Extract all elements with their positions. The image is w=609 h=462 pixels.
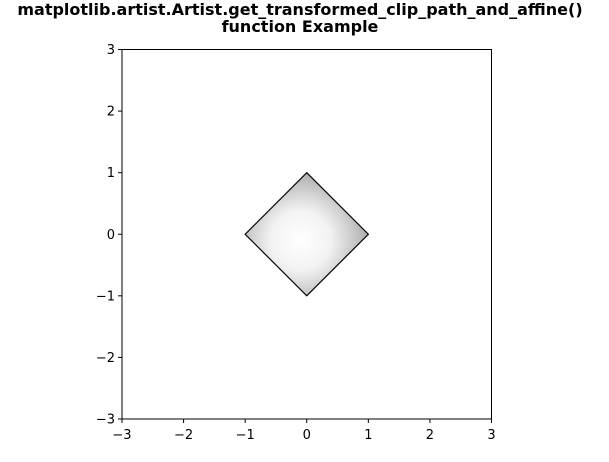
x-tick-label: 1 <box>364 428 372 443</box>
y-axis: −3 −2 −1 0 1 2 3 <box>96 43 122 428</box>
chart-title: matplotlib.artist.Artist.get_transformed… <box>17 0 582 19</box>
chart-subtitle: function Example <box>222 17 379 36</box>
diamond-clip-shape <box>244 171 370 297</box>
data-layer <box>244 171 370 297</box>
y-tick-label: 2 <box>107 105 115 120</box>
y-tick-label: 1 <box>107 166 115 181</box>
x-tick-label: −2 <box>174 428 193 443</box>
x-axis: −3 −2 −1 0 1 2 3 <box>112 419 496 443</box>
y-tick-label: 3 <box>107 43 115 58</box>
x-tick-label: 3 <box>487 428 495 443</box>
y-tick-label: −1 <box>96 289 115 304</box>
x-tick-label: 2 <box>426 428 434 443</box>
y-tick-label: −3 <box>96 413 115 428</box>
x-tick-label: −3 <box>112 428 131 443</box>
x-tick-label: −1 <box>236 428 255 443</box>
y-tick-label: 0 <box>107 228 115 243</box>
y-tick-label: −2 <box>96 351 115 366</box>
x-tick-label: 0 <box>303 428 311 443</box>
